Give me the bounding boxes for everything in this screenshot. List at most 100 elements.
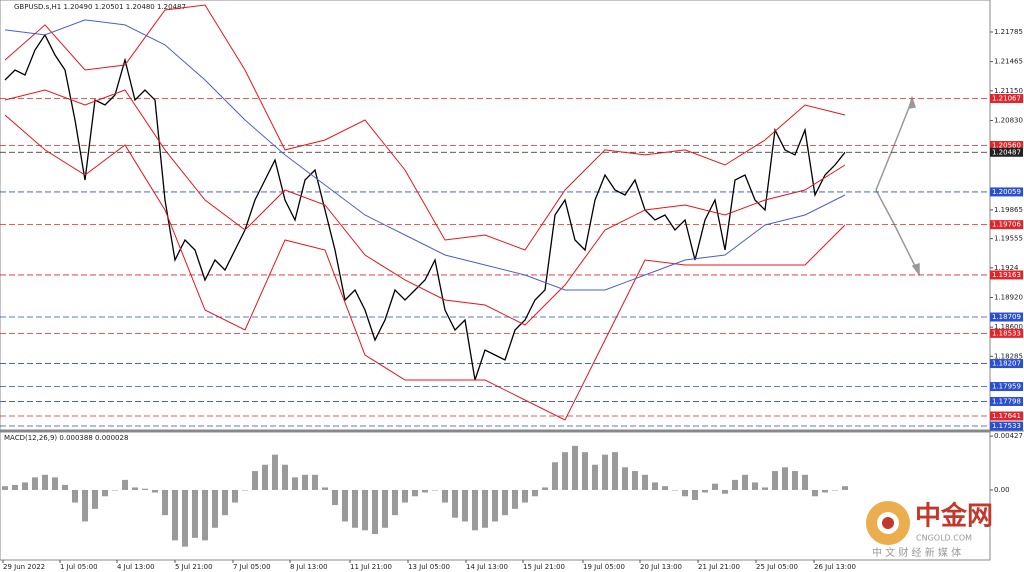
symbol-header: GBPUSD.s,H1 1.20490 1.20501 1.20480 1.20… <box>14 3 186 11</box>
level-box <box>990 94 1023 104</box>
macd-bar <box>312 474 318 490</box>
band-line <box>4 19 846 291</box>
macd-bar <box>382 489 388 528</box>
macd-bar <box>32 477 38 490</box>
band-line <box>4 114 846 421</box>
level-box <box>990 147 1023 157</box>
y-tick-label: 1.19555 <box>994 235 1023 243</box>
level-label: 1.19706 <box>992 221 1021 229</box>
y-tick-label: 1.18600 <box>994 323 1023 331</box>
macd-bar <box>282 464 288 490</box>
macd-bar <box>562 452 568 490</box>
macd-bar <box>812 489 818 497</box>
macd-bar <box>602 454 608 490</box>
level-box <box>990 421 1023 431</box>
macd-bar <box>62 484 68 490</box>
macd-bar <box>572 445 578 490</box>
macd-bar <box>232 489 238 503</box>
y-tick-label: 0.00427 <box>994 432 1023 440</box>
macd-bar <box>692 489 698 501</box>
macd-bar <box>442 489 448 503</box>
macd-bar <box>822 489 828 493</box>
level-label: 1.20059 <box>992 188 1021 196</box>
macd-bar <box>662 486 668 490</box>
macd-bar <box>42 474 48 490</box>
x-tick-label: 29 Jun 2022 <box>3 563 45 571</box>
macd-bar <box>162 489 168 516</box>
x-tick-label: 11 Jul 21:00 <box>350 563 392 571</box>
macd-bar <box>142 488 148 490</box>
macd-bar <box>2 486 8 490</box>
level-label: 1.17959 <box>992 383 1021 391</box>
macd-bar <box>402 489 408 503</box>
macd-bar <box>82 489 88 522</box>
macd-bar <box>332 489 338 506</box>
macd-bar <box>682 489 688 497</box>
macd-bar <box>372 489 378 535</box>
level-label: 1.17798 <box>992 397 1021 405</box>
level-label: 1.18207 <box>992 360 1021 368</box>
macd-bar <box>322 487 328 490</box>
level-label: 1.18533 <box>992 329 1021 337</box>
macd-bar <box>172 489 178 541</box>
band-line <box>4 89 846 326</box>
macd-bar <box>352 489 358 528</box>
macd-bar <box>612 452 618 490</box>
macd-bar <box>392 489 398 516</box>
macd-bar <box>652 482 658 490</box>
level-box <box>990 187 1023 197</box>
x-tick-label: 25 Jul 05:00 <box>756 563 798 571</box>
macd-bar <box>512 489 518 509</box>
x-tick-label: 21 Jul 21:00 <box>698 563 740 571</box>
x-tick-label: 4 Jul 13:00 <box>117 563 155 571</box>
macd-bar <box>362 489 368 531</box>
macd-bar <box>272 454 278 490</box>
level-box <box>990 359 1023 369</box>
price-line <box>4 33 846 381</box>
x-tick-label: 26 Jul 13:00 <box>814 563 856 571</box>
macd-bar <box>342 489 348 522</box>
macd-bar <box>112 489 118 491</box>
y-tick-label: 1.19865 <box>994 206 1023 214</box>
macd-bar <box>12 484 18 490</box>
x-tick-label: 13 Jul 05:00 <box>408 563 450 571</box>
macd-bar <box>582 452 588 490</box>
macd-bar <box>152 489 158 493</box>
macd-bar <box>792 471 798 490</box>
macd-bar <box>702 489 708 493</box>
macd-bar <box>742 474 748 490</box>
y-tick-label: 1.21150 <box>994 87 1023 95</box>
level-label: 1.17641 <box>992 412 1021 420</box>
macd-bar <box>622 467 628 490</box>
macd-bar <box>472 489 478 531</box>
y-tick-label: 1.21465 <box>994 58 1023 66</box>
y-tick-label: 1.20830 <box>994 116 1023 124</box>
macd-bar <box>432 489 438 491</box>
macd-bar <box>802 474 808 490</box>
macd-bar <box>552 462 558 490</box>
macd-bar <box>92 489 98 509</box>
level-box <box>990 140 1023 150</box>
macd-bar <box>292 477 298 490</box>
macd-bar <box>52 477 58 490</box>
level-box <box>990 312 1023 322</box>
level-box <box>990 411 1023 421</box>
macd-bar <box>522 489 528 503</box>
macd-bar <box>782 467 788 490</box>
macd-bar <box>752 482 758 490</box>
x-tick-label: 5 Jul 21:00 <box>175 563 213 571</box>
macd-bar <box>182 489 188 547</box>
macd-bar <box>482 489 488 528</box>
x-tick-label: 14 Jul 13:00 <box>466 563 508 571</box>
level-label: 1.20487 <box>992 148 1021 156</box>
x-tick-label: 20 Jul 13:00 <box>640 563 682 571</box>
x-tick-label: 7 Jul 05:00 <box>233 563 271 571</box>
macd-bar <box>72 489 78 503</box>
macd-bar <box>222 489 228 516</box>
level-box <box>990 270 1023 280</box>
macd-bar <box>712 483 718 490</box>
macd-bar <box>422 489 428 493</box>
macd-bar <box>102 489 108 497</box>
macd-bar <box>462 489 468 522</box>
